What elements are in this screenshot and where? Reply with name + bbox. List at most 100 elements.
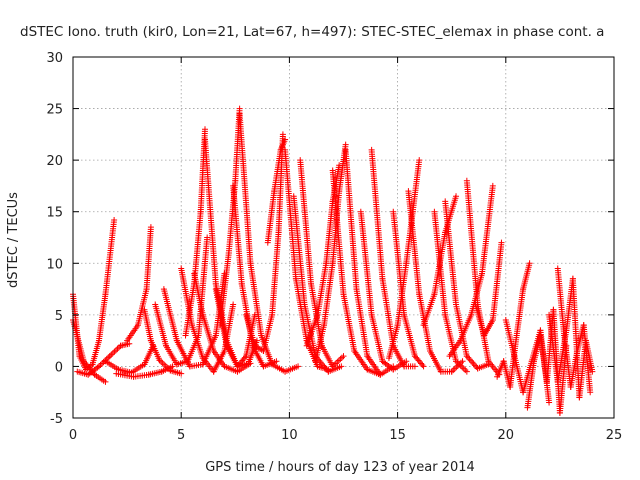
data-point — [147, 224, 154, 231]
data-series — [303, 162, 343, 349]
data-point — [453, 193, 460, 200]
y-tick-label: 10 — [46, 257, 63, 272]
data-point — [470, 360, 477, 367]
data-series — [420, 193, 460, 329]
x-tick-label: 5 — [177, 428, 185, 443]
data-point — [450, 367, 457, 374]
data-point — [236, 105, 243, 112]
y-tick-label: 20 — [46, 154, 63, 169]
data-series — [70, 216, 118, 373]
y-axis-label: dSTEC / TECUs — [6, 192, 21, 288]
y-axis: -5 0 5 10 15 20 25 30 — [46, 51, 614, 427]
data-point — [338, 363, 345, 370]
data-point — [251, 311, 258, 318]
data-series — [282, 146, 332, 373]
data-point — [204, 234, 211, 241]
data-point — [273, 358, 280, 365]
data-point — [335, 357, 342, 364]
data-series — [494, 260, 533, 391]
data-point — [342, 141, 349, 148]
y-tick-label: 15 — [46, 206, 63, 221]
data-series — [70, 317, 109, 385]
data-point — [114, 345, 121, 352]
data-point — [295, 363, 302, 370]
x-tick-label: 25 — [606, 428, 623, 443]
data-series — [357, 208, 410, 373]
data-point — [253, 337, 260, 344]
data-point — [108, 351, 115, 358]
data-point — [337, 356, 344, 363]
x-tick-label: 15 — [389, 428, 406, 443]
data-point — [467, 357, 474, 364]
data-points — [70, 105, 596, 416]
data-series — [191, 270, 254, 375]
data-point — [411, 363, 418, 370]
data-series — [329, 167, 397, 378]
data-series — [368, 146, 418, 370]
data-point — [159, 360, 166, 367]
data-series — [113, 363, 176, 380]
data-point — [587, 389, 594, 396]
data-series — [178, 265, 237, 375]
data-series — [342, 146, 384, 378]
x-axis: 0 5 10 15 20 25 — [69, 57, 622, 443]
y-tick-label: 5 — [55, 309, 63, 324]
data-point — [241, 354, 248, 361]
data-series — [141, 306, 185, 377]
data-point — [334, 359, 341, 366]
data-point — [126, 340, 133, 347]
data-point — [202, 126, 209, 133]
data-point — [338, 354, 345, 361]
x-tick-label: 0 — [69, 428, 77, 443]
data-point — [106, 353, 113, 360]
data-series — [405, 188, 466, 375]
data-point — [377, 371, 384, 378]
data-point — [462, 367, 469, 374]
plot-frame — [72, 56, 615, 419]
data-point — [489, 182, 496, 189]
x-tick-label: 20 — [498, 428, 515, 443]
data-point — [526, 260, 533, 267]
data-series — [124, 224, 154, 344]
data-point — [459, 358, 466, 365]
x-axis-label: GPS time / hours of day 123 of year 2014 — [205, 460, 475, 475]
y-tick-label: 30 — [46, 51, 63, 66]
data-point — [97, 361, 104, 368]
data-point — [589, 368, 596, 375]
y-tick-label: 25 — [46, 103, 63, 118]
data-point — [111, 216, 118, 223]
data-series — [390, 208, 427, 370]
data-point — [463, 368, 470, 375]
y-tick-label: -5 — [50, 412, 63, 427]
data-point — [279, 131, 286, 138]
data-point — [111, 348, 118, 355]
data-series — [472, 239, 505, 339]
data-point — [102, 378, 109, 385]
data-point — [282, 136, 289, 143]
data-series — [102, 342, 157, 376]
data-point — [469, 359, 476, 366]
x-tick-label: 10 — [281, 428, 298, 443]
data-point — [498, 239, 505, 246]
data-series — [236, 110, 302, 375]
data-point — [178, 370, 185, 377]
data-point — [416, 157, 423, 164]
data-point — [340, 353, 347, 360]
data-point — [105, 354, 112, 361]
data-point — [420, 363, 427, 370]
data-series — [554, 265, 594, 396]
data-point — [109, 350, 116, 357]
data-point — [546, 399, 553, 406]
data-point — [403, 358, 410, 365]
data-series — [74, 340, 133, 378]
data-point — [112, 347, 119, 354]
y-tick-label: 0 — [55, 360, 63, 375]
data-point — [466, 356, 473, 363]
data-series — [264, 136, 289, 246]
data-series — [182, 126, 209, 339]
data-point — [453, 364, 460, 371]
data-point — [451, 365, 458, 372]
data-point — [419, 361, 426, 368]
data-point — [230, 301, 237, 308]
